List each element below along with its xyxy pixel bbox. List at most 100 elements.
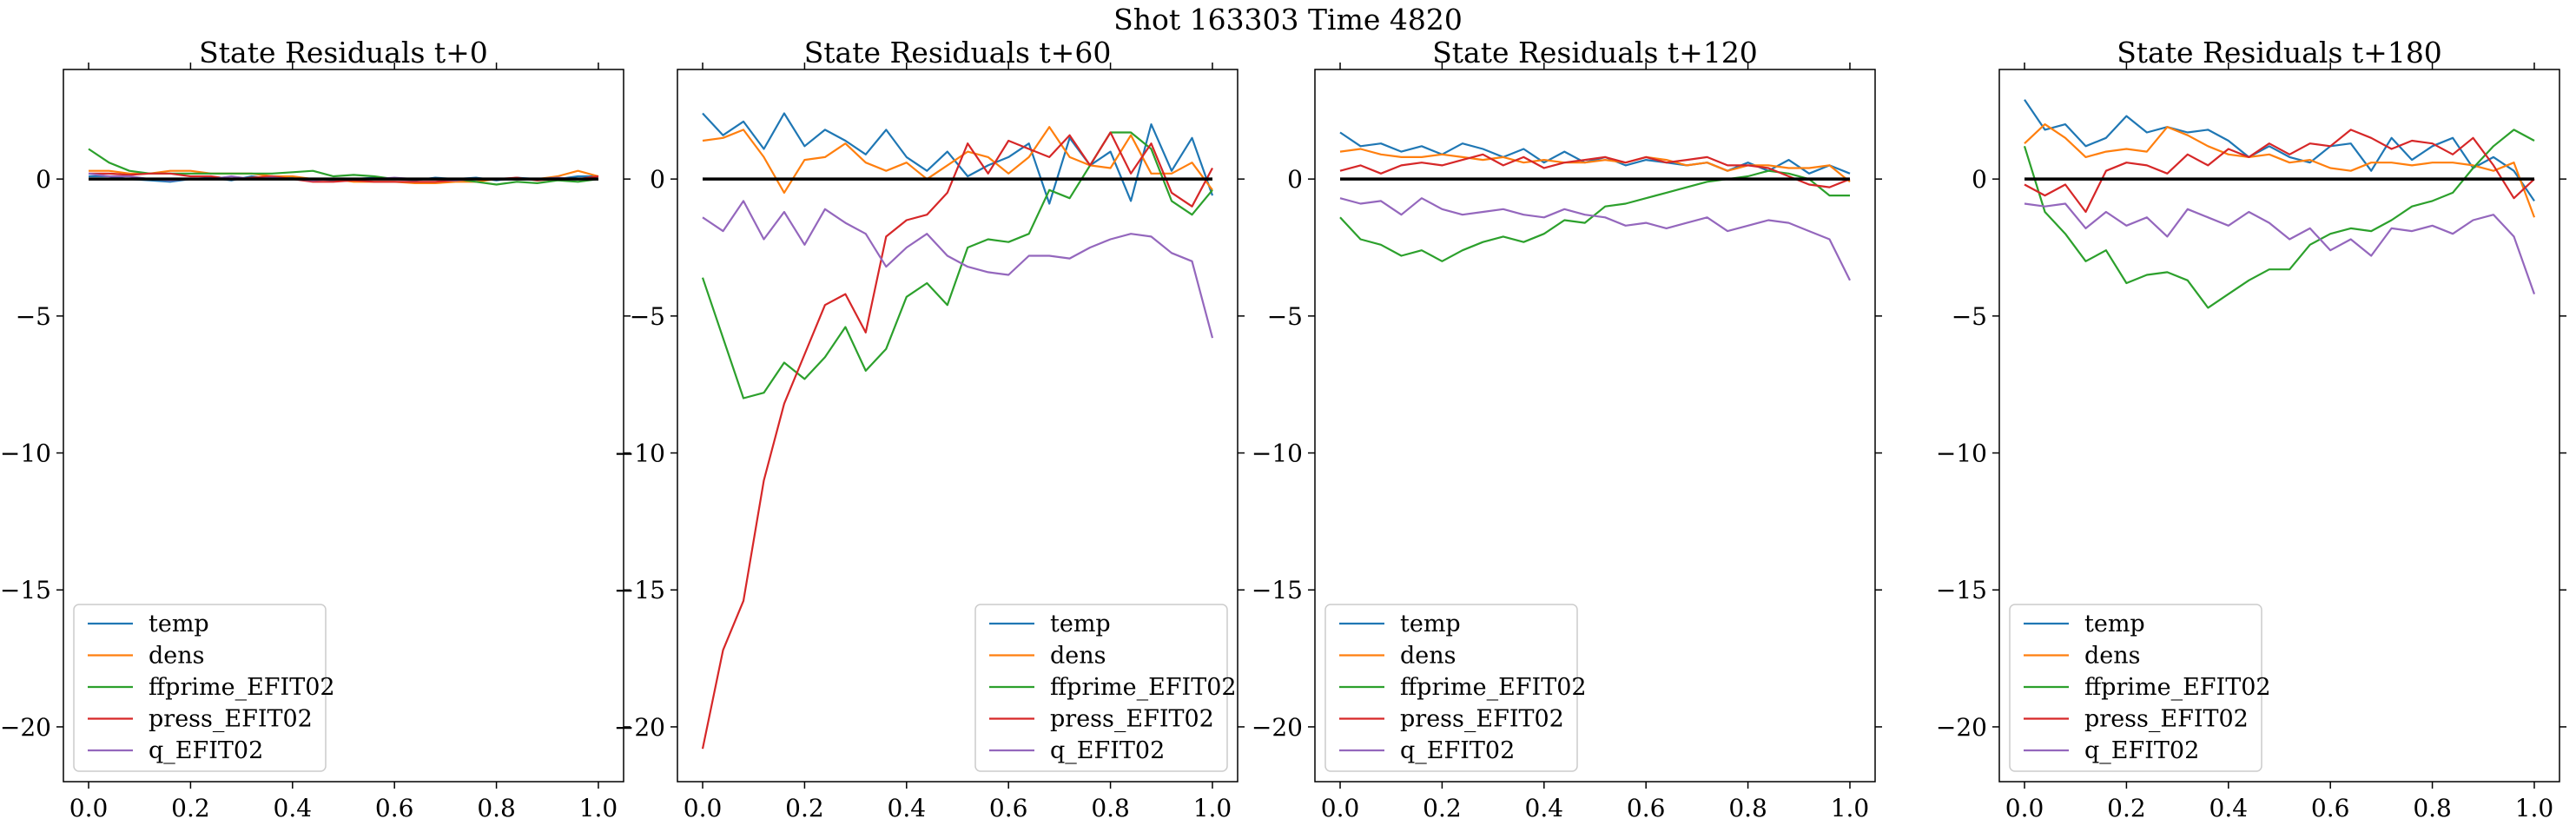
legend-label: temp <box>2084 611 2145 637</box>
legend-label: ffprime_EFIT02 <box>1050 674 1237 701</box>
y-tick-label: −5 <box>1952 302 1987 331</box>
x-tick-label: 1.0 <box>1193 794 1232 819</box>
subplot-panels: State Residuals t+0 0.0 0.2 0.4 0.6 0.8 1.0 0 −5… <box>0 36 2566 819</box>
legend-label: q_EFIT02 <box>2084 737 2199 764</box>
legend-label: ffprime_EFIT02 <box>1400 674 1587 701</box>
y-tick-label: −15 <box>614 576 665 604</box>
axes-frame <box>1314 69 1876 783</box>
y-tick-label: 0 <box>1972 165 1987 194</box>
series-line-temp <box>2024 99 2535 202</box>
x-tick-label: 0.4 <box>1525 794 1564 819</box>
series-line-dens <box>702 126 1213 194</box>
y-tick-label: −10 <box>614 439 665 468</box>
x-tick-label: 0.6 <box>2311 794 2350 819</box>
y-tick-label: 0 <box>36 165 51 194</box>
x-tick-label: 0.6 <box>375 794 414 819</box>
series-line-ffprime-efit02 <box>1339 169 1850 262</box>
subplot-2: State Residuals t+60 0.0 0.2 0.4 0.6 0.8 1.0 0 −… <box>614 36 1245 819</box>
x-tick-label: 0.6 <box>1627 794 1666 819</box>
x-tick-label: 0.8 <box>1091 794 1130 819</box>
legend: temp dens ffprime_EFIT02 press_EFIT02 q_EFIT… <box>73 604 335 772</box>
y-tick-label: 0 <box>1287 165 1303 194</box>
subplot-1: State Residuals t+0 0.0 0.2 0.4 0.6 0.8 1.0 0 −5… <box>0 36 631 819</box>
x-tick-label: 0.2 <box>1423 794 1462 819</box>
series-line-dens <box>1339 148 1851 183</box>
subplot-title: State Residuals t+0 <box>199 36 488 69</box>
series-line-ffprime-efit02 <box>2023 129 2535 309</box>
legend-label: dens <box>1050 643 1106 670</box>
axes-frame <box>677 69 1238 783</box>
x-tick-label: 0.8 <box>2413 794 2452 819</box>
x-tick-label: 1.0 <box>1831 794 1870 819</box>
legend-label: press_EFIT02 <box>1050 706 1214 733</box>
x-tick-label: 0.2 <box>171 794 210 819</box>
subplot-title: State Residuals t+120 <box>1432 36 1758 69</box>
legend-label: dens <box>2084 643 2141 670</box>
legend-box <box>1324 604 1578 772</box>
x-tick-label: 0.4 <box>888 794 927 819</box>
legend-label: q_EFIT02 <box>1400 737 1515 764</box>
legend: temp dens ffprime_EFIT02 press_EFIT02 q_EFIT… <box>2009 604 2271 772</box>
legend-label: temp <box>1400 611 1461 637</box>
legend-box <box>73 604 327 772</box>
x-tick-label: 0.6 <box>989 794 1028 819</box>
series-line-press-efit02 <box>701 131 1213 750</box>
y-tick-label: −20 <box>614 713 665 742</box>
legend-label: press_EFIT02 <box>2084 706 2249 733</box>
figure-title: Shot 163303 Time 4820 <box>1113 3 1463 36</box>
x-tick-label: 0.4 <box>2209 794 2249 819</box>
x-tick-label: 0.8 <box>1728 794 1767 819</box>
subplot-title: State Residuals t+60 <box>804 36 1112 69</box>
y-tick-label: −5 <box>1267 302 1303 331</box>
subplot-4: State Residuals t+180 0.0 0.2 0.4 0.6 0.8 1.0 0… <box>1936 36 2566 819</box>
legend-label: temp <box>1050 611 1111 637</box>
x-tick-label: 0.4 <box>274 794 313 819</box>
axes-frame <box>63 69 624 783</box>
series-line-q-efit02 <box>2024 202 2536 294</box>
x-tick-label: 1.0 <box>2515 794 2554 819</box>
series-line-temp <box>702 112 1214 205</box>
legend-label: dens <box>1400 643 1456 670</box>
y-tick-label: −20 <box>1936 713 1987 742</box>
series-line-dens <box>2024 123 2536 218</box>
y-tick-label: −5 <box>630 302 665 331</box>
legend-box <box>974 604 1228 772</box>
y-tick-label: −10 <box>1252 439 1303 468</box>
legend-box <box>2009 604 2262 772</box>
legend-label: press_EFIT02 <box>149 706 313 733</box>
x-tick-label: 1.0 <box>579 794 618 819</box>
x-tick-label: 0.0 <box>684 794 723 819</box>
y-tick-label: −20 <box>0 713 51 742</box>
axes-frame <box>1998 69 2560 783</box>
series-line-q-efit02 <box>702 200 1214 339</box>
legend: temp dens ffprime_EFIT02 press_EFIT02 q_EFIT… <box>1324 604 1587 772</box>
y-tick-label: −10 <box>1936 439 1987 468</box>
x-tick-label: 0.8 <box>477 794 516 819</box>
x-tick-label: 0.0 <box>69 794 109 819</box>
legend-label: temp <box>149 611 209 637</box>
series-line-ffprime-efit02 <box>701 131 1213 400</box>
y-tick-label: 0 <box>650 165 665 194</box>
y-tick-label: −15 <box>1936 576 1987 604</box>
legend-label: q_EFIT02 <box>1050 737 1165 764</box>
y-tick-label: −20 <box>1252 713 1303 742</box>
subplot-title: State Residuals t+180 <box>2117 36 2442 69</box>
x-tick-label: 0.0 <box>1321 794 1360 819</box>
legend-label: q_EFIT02 <box>149 737 263 764</box>
x-tick-label: 0.2 <box>785 794 824 819</box>
y-tick-label: −5 <box>16 302 51 331</box>
series-line-temp <box>1339 131 1851 175</box>
series-line-press-efit02 <box>2024 129 2535 214</box>
series-line-press-efit02 <box>1339 153 1851 188</box>
y-tick-label: −10 <box>0 439 51 468</box>
x-tick-label: 0.2 <box>2107 794 2146 819</box>
legend-label: ffprime_EFIT02 <box>149 674 335 701</box>
series-line-q-efit02 <box>1339 197 1851 281</box>
x-tick-label: 0.0 <box>2005 794 2044 819</box>
legend-label: ffprime_EFIT02 <box>2084 674 2271 701</box>
legend: temp dens ffprime_EFIT02 press_EFIT02 q_EFIT… <box>974 604 1237 772</box>
subplot-3: State Residuals t+120 0.0 0.2 0.4 0.6 0.8 1.0 0… <box>1252 36 1882 819</box>
legend-label: press_EFIT02 <box>1400 706 1564 733</box>
y-tick-label: −15 <box>0 576 51 604</box>
